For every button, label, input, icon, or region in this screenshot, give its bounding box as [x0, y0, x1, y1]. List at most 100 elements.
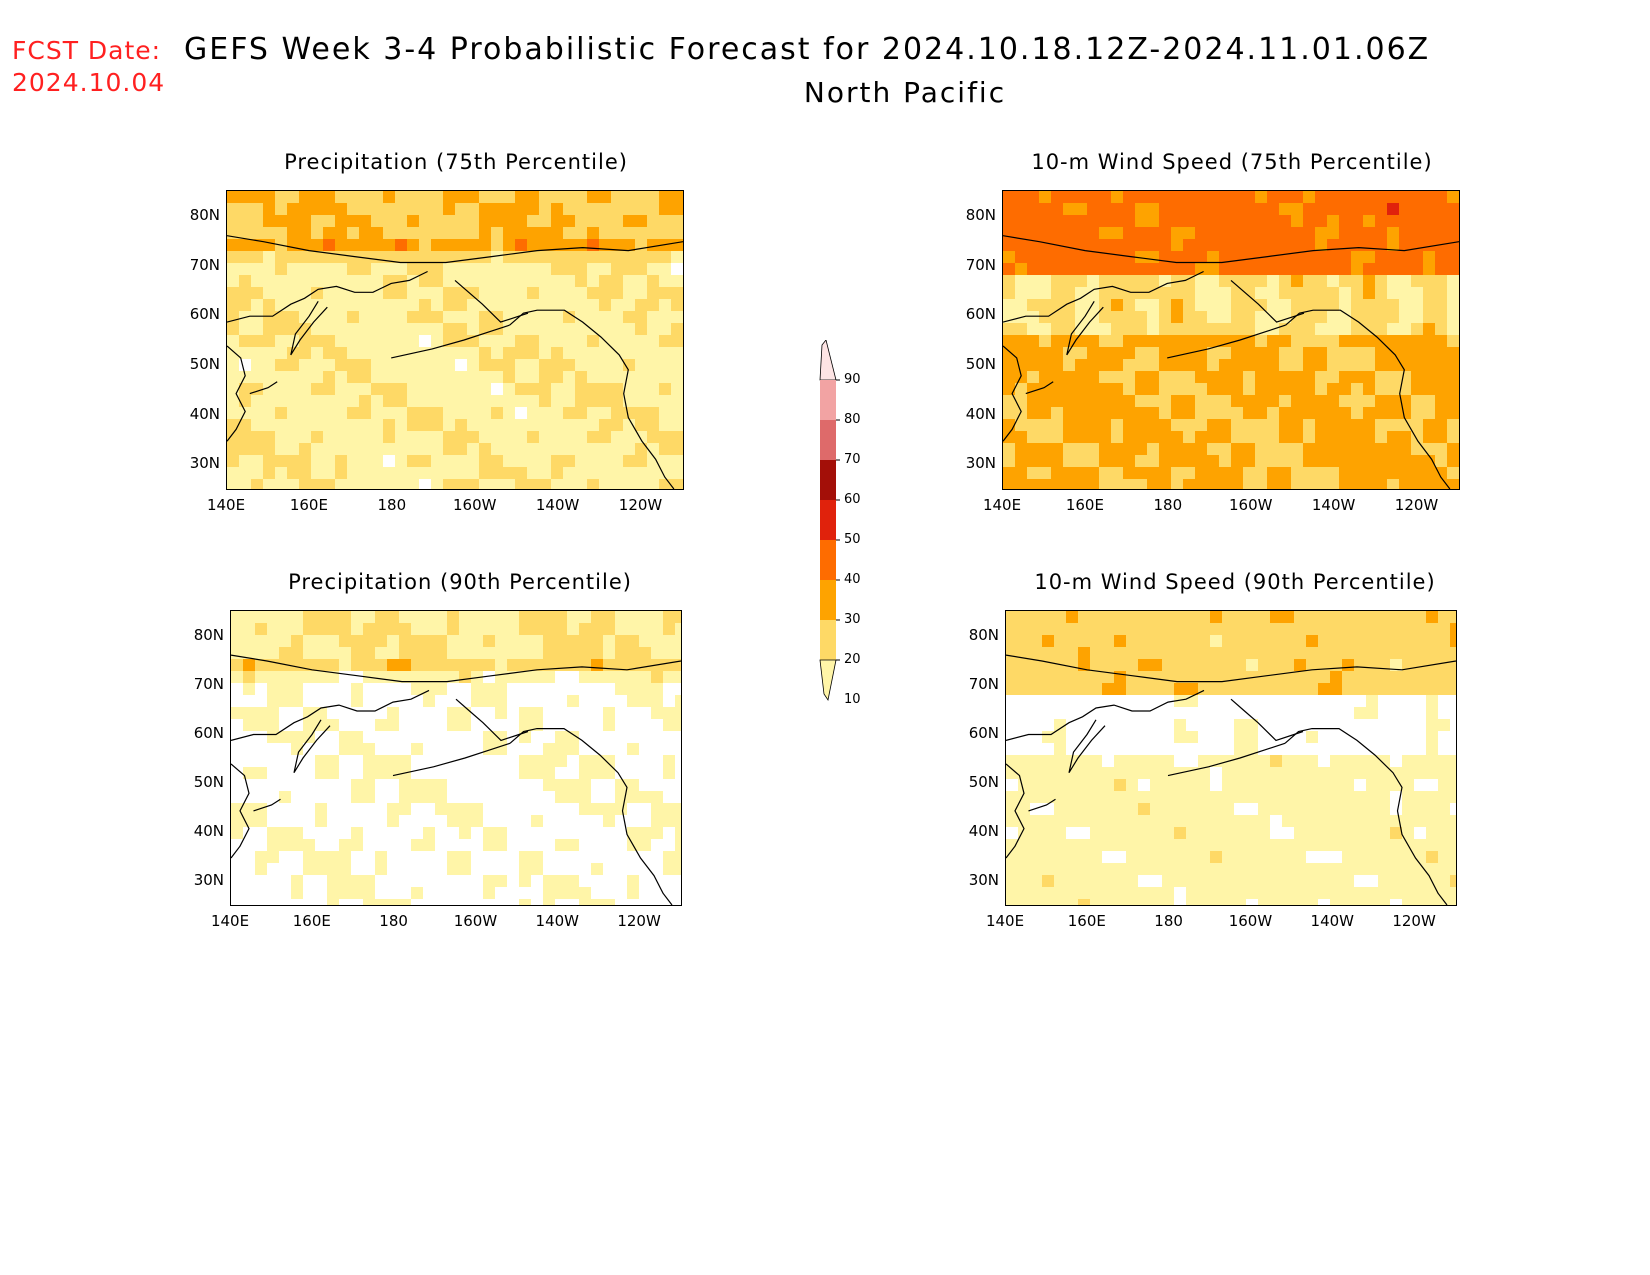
coastline — [290, 300, 328, 356]
colorbar-cap-top — [819, 339, 837, 381]
panel-wind75: 10-m Wind Speed (75th Percentile) — [1002, 150, 1462, 520]
panel-precip90: Precipitation (90th Percentile) — [230, 570, 690, 940]
lat-tick-label: 30N — [965, 454, 996, 473]
page-title: GEFS Week 3-4 Probabilistic Forecast for… — [184, 32, 1431, 67]
lat-tick-label: 70N — [193, 674, 224, 693]
lat-tick-label: 80N — [189, 205, 220, 224]
colorbar-label: 40 — [844, 572, 861, 587]
coastline — [1285, 309, 1451, 489]
lon-tick-label: 160W — [1228, 912, 1273, 930]
colorbar-segment — [820, 540, 836, 580]
coastline — [1028, 798, 1056, 812]
coastline — [227, 270, 428, 323]
coastline — [231, 763, 250, 859]
lat-tick-label: 60N — [189, 305, 220, 324]
coastline — [1068, 719, 1106, 774]
map-wind90 — [1005, 610, 1457, 906]
colorbar-label: 50 — [844, 532, 861, 547]
fcst-date: 2024.10.04 — [12, 68, 166, 97]
coastline — [253, 798, 281, 812]
lat-tick-label: 50N — [968, 772, 999, 791]
colorbar-label: 10 — [844, 692, 861, 707]
coastline — [249, 381, 278, 395]
panel-precip75: Precipitation (75th Percentile) — [226, 150, 686, 520]
lat-tick-label: 40N — [193, 821, 224, 840]
lat-tick-label: 40N — [189, 404, 220, 423]
coastline — [1066, 300, 1104, 356]
coastline — [1167, 324, 1286, 359]
colorbar-segment — [820, 580, 836, 620]
coastline — [1003, 345, 1022, 442]
coastline — [231, 689, 430, 741]
colorbar-segment — [820, 380, 836, 420]
colorbar-segment — [820, 420, 836, 460]
lon-tick-label: 160E — [292, 912, 331, 930]
panel-title: Precipitation (90th Percentile) — [288, 570, 632, 594]
lon-tick-label: 140E — [985, 912, 1025, 930]
lat-tick-label: 70N — [189, 255, 220, 274]
lat-tick-label: 30N — [189, 454, 220, 473]
coastline — [227, 235, 683, 264]
lon-tick-label: 140W — [1310, 912, 1354, 930]
map-field-precip90 — [231, 611, 681, 905]
lat-tick-label: 40N — [965, 404, 996, 423]
lon-tick-label: 140E — [206, 496, 246, 514]
lat-tick-label: 50N — [965, 354, 996, 373]
colorbar-label: 90 — [844, 372, 861, 387]
coastline — [293, 719, 331, 774]
lat-tick-label: 80N — [965, 205, 996, 224]
coastline — [392, 742, 511, 777]
coastline — [1003, 235, 1459, 264]
lon-tick-label: 160E — [289, 496, 328, 514]
coastline — [1006, 654, 1456, 683]
lat-tick-label: 80N — [193, 625, 224, 644]
lat-tick-label: 60N — [968, 723, 999, 742]
map-field-wind75 — [1003, 191, 1459, 489]
lat-tick-label: 70N — [968, 674, 999, 693]
coastline — [1006, 763, 1025, 859]
colorbar: 90 80 70 60 50 40 30 20 10 — [810, 339, 870, 740]
map-wind75 — [1002, 190, 1460, 490]
lat-tick-label: 60N — [193, 723, 224, 742]
lon-tick-label: 160W — [453, 912, 498, 930]
lon-tick-label: 140W — [1311, 496, 1356, 514]
coastline — [1025, 381, 1054, 395]
lon-tick-label: 140E — [982, 496, 1022, 514]
lat-tick-label: 30N — [193, 870, 224, 889]
colorbar-label: 80 — [844, 412, 861, 427]
map-precip90 — [230, 610, 682, 906]
fcst-label: FCST Date: — [12, 36, 162, 65]
panel-title: Precipitation (75th Percentile) — [284, 150, 628, 174]
coastline — [391, 324, 510, 359]
coastline — [231, 654, 681, 683]
coastline — [509, 309, 675, 489]
coastline — [1003, 270, 1204, 323]
lon-tick-label: 120W — [1392, 912, 1436, 930]
lon-tick-label: 180 — [1154, 912, 1183, 930]
lon-tick-label: 180 — [1153, 496, 1183, 514]
colorbar-label: 30 — [844, 612, 861, 627]
lon-tick-label: 160W — [452, 496, 497, 514]
lon-tick-label: 140E — [210, 912, 250, 930]
map-field-precip75 — [227, 191, 683, 489]
lon-tick-label: 140W — [535, 912, 579, 930]
colorbar-label: 70 — [844, 452, 861, 467]
coastline — [509, 727, 673, 905]
colorbar-cap-bottom — [819, 659, 837, 702]
lon-tick-label: 120W — [617, 912, 661, 930]
lon-tick-label: 120W — [1394, 496, 1439, 514]
panel-title: 10-m Wind Speed (90th Percentile) — [1034, 570, 1436, 594]
colorbar-segment — [820, 460, 836, 500]
lon-tick-label: 160E — [1065, 496, 1104, 514]
lon-tick-label: 160E — [1067, 912, 1106, 930]
panel-wind90: 10-m Wind Speed (90th Percentile) — [1005, 570, 1465, 940]
lon-tick-label: 120W — [618, 496, 663, 514]
colorbar-segment — [820, 500, 836, 540]
colorbar-label: 60 — [844, 492, 861, 507]
colorbar-segment — [820, 620, 836, 660]
colorbar-label: 20 — [844, 652, 861, 667]
lat-tick-label: 40N — [968, 821, 999, 840]
lon-tick-label: 180 — [377, 496, 407, 514]
coastline — [1006, 689, 1205, 741]
region-title: North Pacific — [803, 76, 1007, 109]
